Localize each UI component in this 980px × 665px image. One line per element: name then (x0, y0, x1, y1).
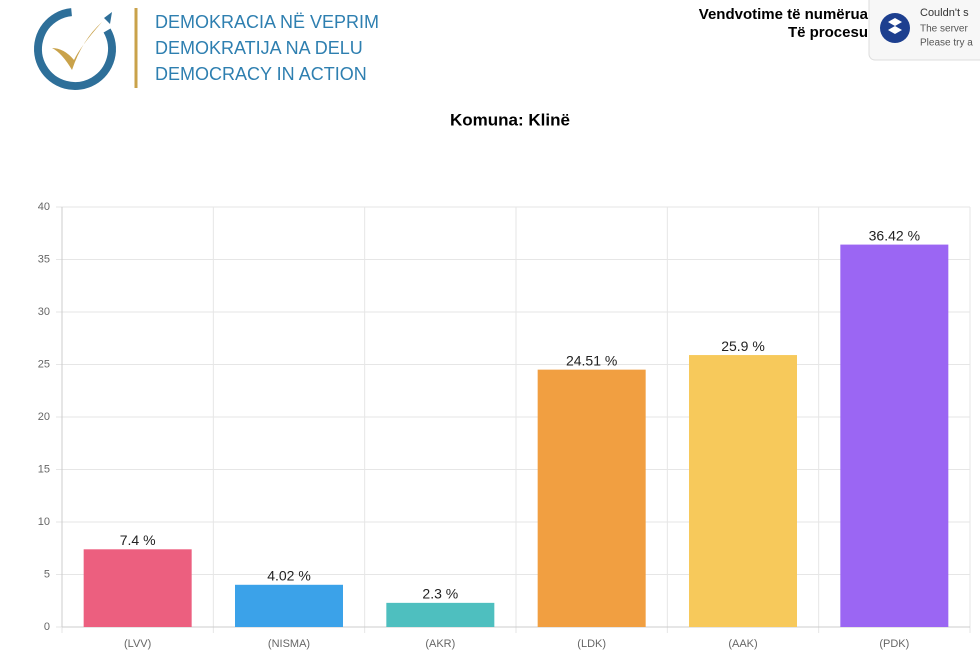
y-tick-label: 35 (38, 253, 50, 265)
bar (83, 549, 192, 627)
y-tick-label: 30 (38, 306, 50, 318)
y-tick-label: 15 (38, 463, 50, 475)
org-name: DEMOKRATIJA NA DELU (155, 38, 363, 58)
x-tick-label: (AAK) (728, 638, 757, 650)
notification-text: Couldn't s (920, 7, 969, 19)
logo (34, 8, 116, 90)
bar (537, 369, 646, 627)
status: Vendvotime të numërua (699, 6, 869, 23)
org-name: DEMOKRACIA NË VEPRIM (155, 12, 379, 32)
org-name: DEMOCRACY IN ACTION (155, 64, 367, 84)
value-label: 25.9 % (721, 338, 765, 354)
x-tick-label: (NISMA) (268, 638, 310, 650)
x-tick-label: (AKR) (425, 638, 455, 650)
chart-title: Komuna: Klinë (450, 110, 570, 129)
notification-text: The server (920, 24, 968, 35)
x-tick-label: (LVV) (124, 638, 151, 650)
y-tick-label: 0 (44, 621, 50, 633)
y-tick-label: 20 (38, 411, 50, 423)
value-label: 2.3 % (422, 586, 458, 602)
x-tick-label: (LDK) (577, 638, 606, 650)
bar (235, 584, 343, 627)
y-tick-label: 10 (38, 516, 50, 528)
bar (386, 602, 495, 627)
x-tick-label: (PDK) (879, 638, 909, 650)
status: Të procesu (788, 24, 868, 41)
value-label: 36.42 % (869, 227, 920, 243)
bar (840, 244, 949, 627)
value-label: 4.02 % (267, 567, 311, 583)
y-tick-label: 25 (38, 358, 50, 370)
bar (689, 355, 797, 627)
value-label: 24.51 % (566, 352, 617, 368)
value-label: 7.4 % (120, 532, 156, 548)
y-tick-label: 40 (38, 201, 50, 213)
y-tick-label: 5 (44, 568, 50, 580)
notification-text: Please try a (920, 38, 973, 49)
